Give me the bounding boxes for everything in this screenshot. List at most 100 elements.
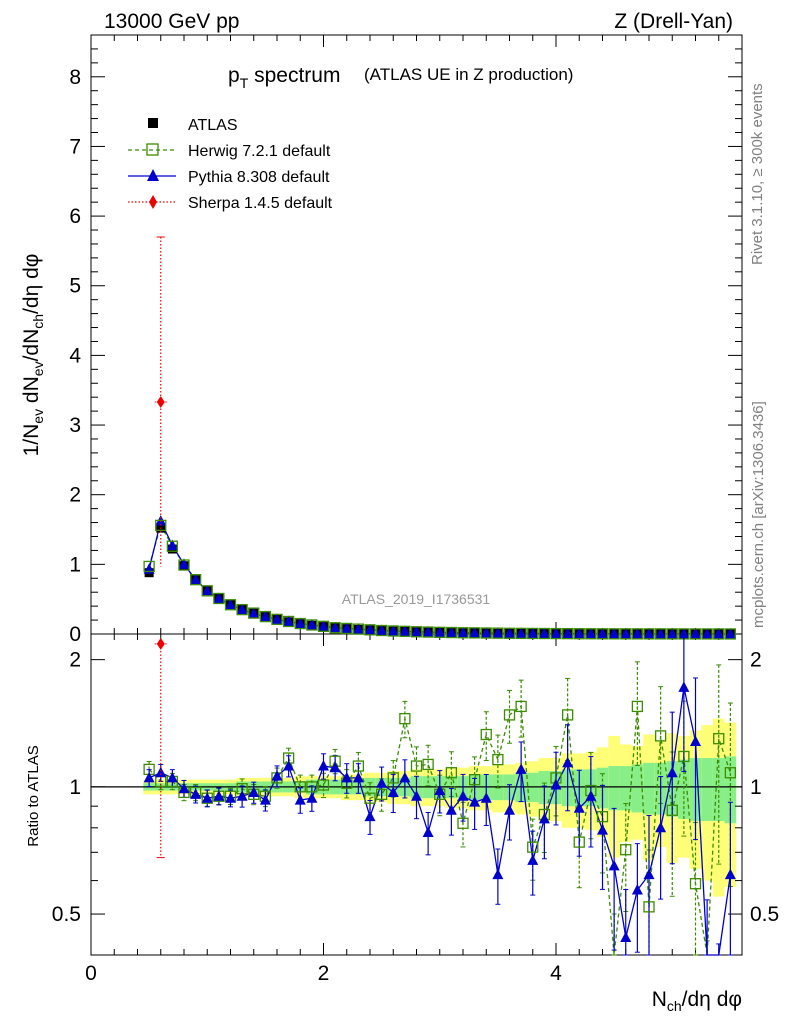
herwig-point [492,627,504,639]
pythia-ratio-point [236,790,248,801]
pythia-point [701,627,713,639]
plot-subtitle: (ATLAS UE in Z production) [364,65,573,84]
herwig-point [515,627,527,640]
herwig-point [434,626,446,638]
top-y-tick-label: 6 [69,205,81,228]
pythia-point [504,627,515,638]
herwig-point [294,617,306,630]
herwig-ratio-point [468,774,481,786]
herwig-point [701,628,713,640]
herwig-point [585,628,597,640]
herwig-ratio-point [596,811,609,823]
pythia-point [457,626,469,638]
herwig-ratio-point [515,700,527,713]
x-axis-label: Nch/dη dφ [652,988,742,1014]
legend-atlas-marker [148,118,158,128]
top-y-tick-label: 5 [69,275,81,298]
herwig-ratio-point [422,758,434,771]
pythia-point [352,623,364,634]
sherpa-point [156,396,165,409]
herwig-ratio-point [375,788,388,800]
legend-atlas-label: ATLAS [188,117,238,134]
energy-label: 13000 GeV pp [104,10,239,33]
herwig-ratio-point [503,709,516,721]
title-p: p [228,64,240,87]
pythia-point [678,627,690,639]
pythia-point [166,539,178,551]
legend-herwig-label: Herwig 7.2.1 default [188,143,331,160]
herwig-point [387,625,399,637]
herwig-point [631,628,644,640]
pythia-ratio-point [341,771,353,783]
pythia-point [585,627,597,639]
pythia-ratio-point [550,779,562,790]
band-inner-bin [712,758,725,822]
mcplots-label: mcplots.cern.ch [arXiv:1306.3436] [750,401,767,628]
pythia-ratio-point [480,792,492,803]
pythia-ratio-point [457,790,469,801]
pythia-ratio-point [352,771,364,783]
ratio-y-tick-label-left: 0.5 [52,903,81,926]
herwig-point [236,603,248,616]
pythia-ratio-point [434,784,446,796]
pythia-point [225,598,236,610]
herwig-line [148,523,731,635]
pythia-point [190,573,202,585]
herwig-point [189,574,202,586]
pythia-point [248,607,260,619]
pythia-ratio-point [318,760,329,771]
herwig-point [724,628,737,640]
top-y-tick-label: 4 [69,344,81,367]
pythia-ratio-point [690,735,701,747]
pythia-point [411,625,422,637]
plot-title: pT spectrum (ATLAS UE in Z production) [228,64,573,91]
pythia-point [562,627,574,639]
herwig-point [143,560,155,573]
pythia-ratio-point [585,790,597,801]
herwig-point [608,628,620,640]
pythia-ratio-point [399,771,411,783]
herwig-ratio-point [561,709,574,721]
pythia-point [538,627,550,639]
herwig-point [422,626,434,638]
pythia-point [364,623,376,635]
herwig-point [155,519,167,531]
ratio-y-tick-label-right: 0.5 [750,903,779,926]
pythia-ratio-point [422,826,434,837]
top-y-tick-label: 2 [69,484,81,507]
herwig-ratio-point [620,844,632,856]
top-y-tick-label: 1 [69,553,81,576]
pythia-ratio-point [608,859,620,871]
band-inner-bin [643,762,655,815]
herwig-ratio-point [457,817,469,829]
title-t-subscript: T [240,75,249,91]
pythia-ratio-point [573,802,585,813]
pythia-point [341,622,353,633]
analysis-watermark: ATLAS_2019_I1736531 [342,591,491,607]
ratio-y-tick-label-left: 1 [69,776,81,799]
herwig-ratio-point [573,836,585,848]
herwig-point [178,559,190,571]
pythia-point [318,620,329,631]
herwig-point [375,624,388,637]
herwig-ratio-point [713,733,725,745]
herwig-point [213,592,225,605]
herwig-point [527,627,539,640]
herwig-point [550,627,562,640]
pythia-point [422,626,434,637]
pythia-ratio-point [631,884,643,895]
pythia-point [236,603,248,615]
pythia-ratio-point [155,766,167,778]
herwig-point [620,628,632,640]
legend-herwig-marker [146,143,159,156]
top-y-tick-label: 0 [69,623,81,646]
pythia-point [666,627,678,639]
ratio-panel-series [143,633,737,956]
pythia-point [294,617,306,629]
pythia-ratio-point [678,681,690,692]
pythia-point [259,610,271,622]
herwig-point [468,627,481,639]
pythia-point [283,615,295,626]
herwig-ratio-point [387,772,399,784]
band-inner-bin [701,758,713,822]
